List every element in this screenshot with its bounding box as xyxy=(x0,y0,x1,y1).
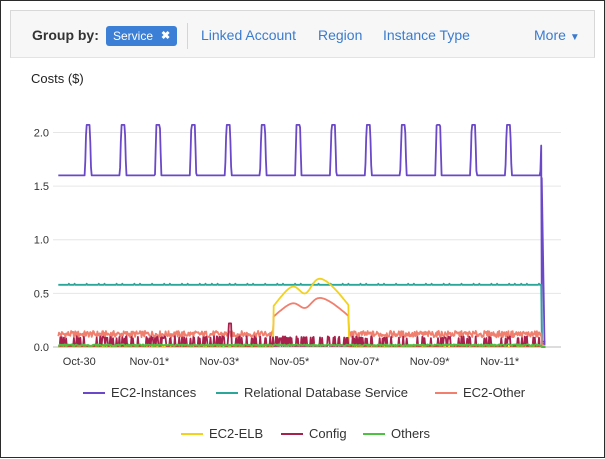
toolbar-divider xyxy=(187,23,188,49)
legend-swatch xyxy=(435,391,457,394)
y-tick-label: 1.5 xyxy=(34,181,49,193)
x-tick-label: Nov-05* xyxy=(270,356,310,368)
chart-title: Costs ($) xyxy=(31,71,84,86)
x-tick-label: Oct-30 xyxy=(63,356,96,368)
x-tick-label: Nov-11* xyxy=(480,356,520,368)
legend-swatch xyxy=(216,391,238,394)
x-tick-label: Nov-03* xyxy=(200,356,240,368)
series-others xyxy=(58,343,546,348)
group-by-instance-type[interactable]: Instance Type xyxy=(383,27,470,43)
legend-rds[interactable]: Relational Database Service xyxy=(216,385,408,400)
group-by-label: Group by: xyxy=(32,27,99,43)
service-chip-label: Service xyxy=(113,29,154,43)
legend-others[interactable]: Others xyxy=(363,426,430,441)
group-by-linked-account[interactable]: Linked Account xyxy=(201,27,296,43)
legend-label: Config xyxy=(309,426,347,441)
y-tick-label: 1.0 xyxy=(34,235,49,247)
legend-ec2-elb[interactable]: EC2-ELB xyxy=(181,426,263,441)
legend-ec2-other[interactable]: EC2-Other xyxy=(435,385,525,400)
chevron-down-icon: ▼ xyxy=(569,32,580,43)
series-ec2-instances-drop xyxy=(540,177,546,345)
service-chip[interactable]: Service ✖ xyxy=(106,26,178,46)
legend-label: Others xyxy=(391,426,431,441)
y-tick-label: 2.0 xyxy=(34,127,49,139)
series-ec2-elb xyxy=(58,277,546,348)
group-by-toolbar: Group by: Service ✖ Linked Account Regio… xyxy=(10,10,595,58)
legend-label: EC2-Other xyxy=(463,385,526,400)
group-by-region[interactable]: Region xyxy=(318,27,363,43)
chip-remove-icon[interactable]: ✖ xyxy=(161,30,171,42)
legend-swatch xyxy=(83,391,105,394)
series-ec2-instances xyxy=(58,124,546,343)
y-tick-label: 0.0 xyxy=(34,342,49,354)
series-ec2-other xyxy=(57,297,546,346)
x-tick-label: Nov-09* xyxy=(410,356,450,368)
legend-ec2-instances[interactable]: EC2-Instances xyxy=(83,385,196,400)
more-label: More xyxy=(534,27,566,43)
series-rds xyxy=(58,282,546,345)
x-tick-label: Nov-01* xyxy=(129,356,169,368)
more-dropdown[interactable]: More ▼ xyxy=(534,27,580,43)
legend-label: Relational Database Service xyxy=(244,385,409,400)
legend-swatch xyxy=(363,432,385,435)
legend-label: EC2-Instances xyxy=(111,385,197,400)
x-tick-label: Nov-07* xyxy=(340,356,380,368)
legend-label: EC2-ELB xyxy=(209,426,264,441)
legend-swatch xyxy=(281,432,303,435)
legend-config[interactable]: Config xyxy=(281,426,347,441)
y-tick-label: 0.5 xyxy=(34,288,49,300)
legend-swatch xyxy=(181,432,203,435)
plot-area xyxy=(23,63,583,363)
